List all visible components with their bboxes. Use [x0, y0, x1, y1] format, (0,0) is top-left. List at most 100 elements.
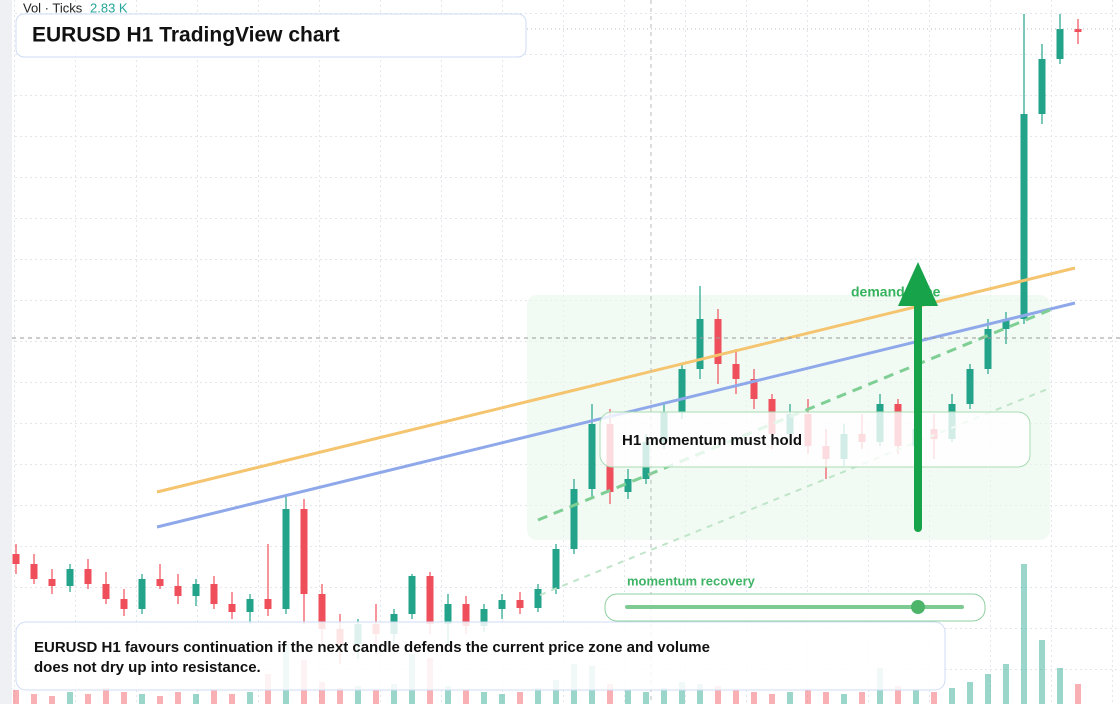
volume-bar: [1075, 684, 1081, 704]
candle-body: [498, 600, 506, 609]
volume-bar: [139, 694, 145, 704]
momentum-hold-label: H1 momentum must hold: [622, 432, 802, 449]
volume-bar: [985, 674, 991, 704]
volume-bar: [517, 692, 523, 704]
left-strip: [0, 0, 12, 704]
volume-bar: [913, 690, 919, 704]
volume-bar: [643, 692, 649, 704]
candle-body: [678, 369, 686, 412]
title-box: [15, 13, 527, 58]
arrow-head: [898, 262, 938, 306]
candle-body: [462, 604, 470, 626]
candle-body: [732, 364, 740, 379]
candle-body: [84, 569, 92, 584]
volume-bar: [625, 690, 631, 704]
volume-bar: [733, 690, 739, 704]
volume-bar: [211, 690, 217, 704]
volume-bar: [859, 692, 865, 704]
volume-bar: [337, 688, 343, 704]
candle-body: [12, 554, 20, 564]
note-line: EURUSD H1 favours continuation if the ne…: [34, 639, 710, 656]
volume-bar: [499, 694, 505, 704]
candle-body: [1074, 29, 1082, 32]
volume-bar: [1039, 640, 1045, 704]
candle-body: [984, 329, 992, 369]
volume-bar: [85, 694, 91, 704]
volume-bar: [355, 686, 361, 704]
volume-bar: [661, 688, 667, 704]
volume-bar: [31, 694, 37, 704]
candle-body: [210, 584, 218, 604]
candle-body: [588, 424, 596, 489]
candle-body: [264, 599, 272, 609]
volume-bar: [805, 690, 811, 704]
volume-value: 2.83 K: [90, 0, 128, 15]
volume-bar: [823, 692, 829, 704]
volume-bar: [193, 694, 199, 704]
candle-body: [138, 579, 146, 609]
volume-bar: [481, 692, 487, 704]
volume-bar: [1003, 664, 1009, 704]
candle-body: [120, 599, 128, 609]
candle-body: [66, 569, 74, 586]
volume-bar: [13, 690, 19, 704]
candle-body: [696, 319, 704, 369]
volume-bar: [931, 692, 937, 704]
volume-bar: [751, 692, 757, 704]
candle-body: [192, 584, 200, 596]
candle-body: [1056, 29, 1064, 59]
volume-bar: [157, 696, 163, 704]
candle-body: [516, 600, 524, 608]
candle-body: [624, 479, 632, 492]
volume-bar: [319, 682, 325, 704]
volume-bar: [175, 692, 181, 704]
volume-bar: [121, 692, 127, 704]
volume-bar: [895, 686, 901, 704]
candle-body: [444, 604, 452, 624]
volume-bar: [553, 680, 559, 704]
volume-bar: [373, 690, 379, 704]
candle-body: [30, 564, 38, 579]
volume-bar: [535, 688, 541, 704]
momentum-recovery-label: momentum recovery: [627, 573, 756, 588]
volume-bar: [49, 696, 55, 704]
candle-body: [552, 549, 560, 589]
candle-body: [426, 576, 434, 624]
candle-body: [174, 586, 182, 596]
volume-bar: [1021, 564, 1027, 704]
candle-body: [966, 369, 974, 404]
volume-bar: [463, 690, 469, 704]
candle-body: [750, 379, 758, 399]
volume-bar: [247, 692, 253, 704]
candle-body: [48, 579, 56, 586]
volume-bar: [769, 694, 775, 704]
volume-bar: [841, 694, 847, 704]
volume-bar: [607, 684, 613, 704]
candle-body: [408, 576, 416, 614]
volume-bar: [679, 682, 685, 704]
volume-bar: [967, 682, 973, 704]
volume-label: Vol · Ticks: [23, 0, 83, 15]
volume-bar: [103, 688, 109, 704]
momentum-box: [599, 411, 1031, 468]
volume-bar: [949, 688, 955, 704]
candle-body: [228, 604, 236, 612]
note-box: [15, 621, 946, 691]
candle-body: [300, 509, 308, 594]
volume-bar: [697, 684, 703, 704]
volume-bar: [391, 684, 397, 704]
candle-body: [1038, 59, 1046, 114]
candle-body: [534, 589, 542, 608]
candle-body: [714, 319, 722, 364]
candle-body: [318, 594, 326, 629]
chart-title: EURUSD H1 TradingView chart: [32, 24, 340, 47]
slider-knob[interactable]: [911, 600, 925, 614]
candle-body: [282, 509, 290, 609]
volume-bar: [445, 686, 451, 704]
candle-body: [570, 489, 578, 549]
note-line: does not dry up into resistance.: [34, 659, 261, 676]
volume-bar: [1057, 668, 1063, 704]
volume-bar: [229, 694, 235, 704]
